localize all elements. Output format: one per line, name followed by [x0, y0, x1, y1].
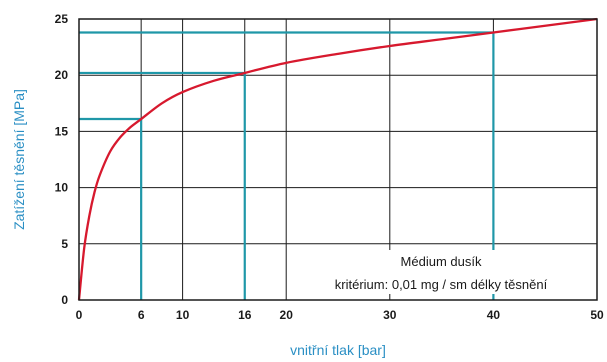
x-tick-label: 30 — [383, 308, 397, 322]
reference-lines — [79, 31, 495, 300]
annotation: Médium dusík kritérium: 0,01 mg / sm dél… — [309, 250, 575, 294]
x-tick-label: 16 — [238, 308, 252, 322]
y-tick-label: 15 — [55, 124, 69, 138]
y-tick-labels: 0 5 10 15 20 25 — [55, 12, 69, 307]
x-tick-label: 0 — [76, 308, 83, 322]
y-axis-title: Zatížení těsnění [MPa] — [11, 89, 27, 230]
x-tick-label: 6 — [138, 308, 145, 322]
x-tick-label: 50 — [590, 308, 604, 322]
series-line — [77, 17, 598, 301]
x-tick-label: 10 — [176, 308, 190, 322]
x-tick-labels: 0 6 10 16 20 30 40 50 — [76, 308, 604, 322]
series-layer — [77, 17, 598, 301]
annotation-line-1: Médium dusík — [401, 254, 482, 269]
plot-frame — [78, 18, 598, 301]
annotation-background — [309, 250, 575, 294]
x-tick-label: 40 — [487, 308, 501, 322]
y-tick-label: 20 — [55, 68, 69, 82]
x-axis-title: vnitřní tlak [bar] — [290, 342, 386, 358]
y-tick-label: 5 — [61, 237, 68, 251]
x-tick-label: 20 — [280, 308, 294, 322]
y-tick-label: 10 — [55, 181, 69, 195]
y-tick-label: 25 — [55, 12, 69, 26]
annotation-line-2: kritérium: 0,01 mg / sm délky těsnění — [335, 277, 548, 292]
y-tick-label: 0 — [61, 293, 68, 307]
